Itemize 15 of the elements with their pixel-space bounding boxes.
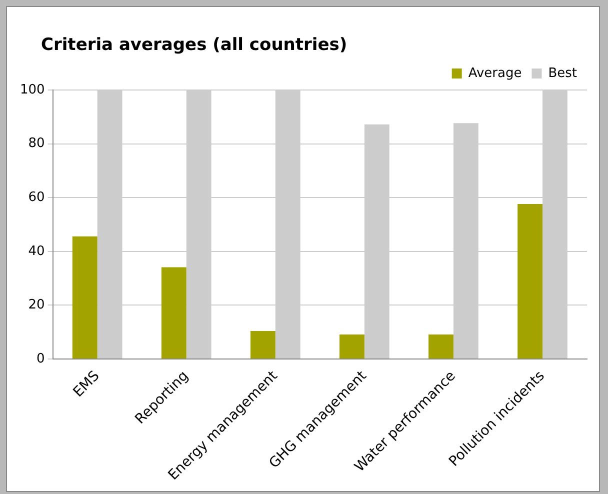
bar xyxy=(428,334,454,358)
legend-label: Average xyxy=(468,66,522,81)
y-tick-label: 20 xyxy=(28,298,45,313)
y-tick-label: 100 xyxy=(20,82,45,98)
bar xyxy=(250,331,276,358)
y-tick-label: 0 xyxy=(36,351,45,366)
chart-title: Criteria averages (all countries) xyxy=(41,35,348,55)
y-tick-label: 60 xyxy=(28,190,45,205)
legend-label: Best xyxy=(548,66,578,81)
y-tick-label: 80 xyxy=(28,136,45,152)
bar xyxy=(161,267,186,358)
bar xyxy=(339,334,364,358)
bar xyxy=(518,204,542,358)
bar xyxy=(72,236,98,358)
y-tick-label: 40 xyxy=(28,244,45,259)
